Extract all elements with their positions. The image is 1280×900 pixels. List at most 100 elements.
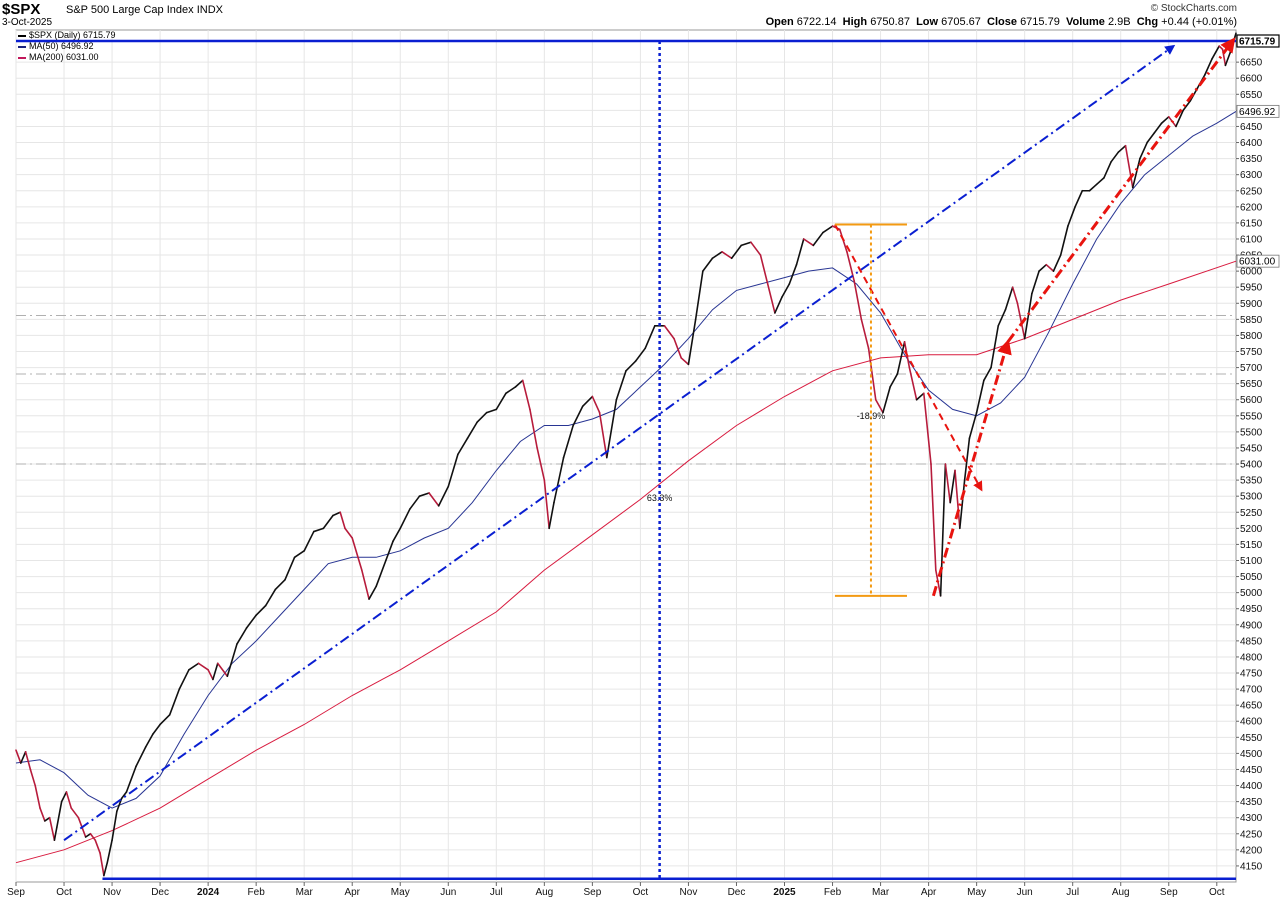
price-segment [750, 241, 762, 256]
price-segment [949, 469, 956, 504]
red-trend-arrow [1006, 37, 1236, 343]
price-segment [874, 398, 884, 414]
y-tick-label: 6000 [1240, 267, 1263, 278]
blue-trend-arrow [63, 44, 1176, 842]
price-segment [598, 411, 608, 459]
price-segment [53, 826, 58, 842]
price-segment [788, 263, 798, 285]
x-tick-label: Oct [633, 887, 649, 898]
x-tick-label: Sep [1160, 887, 1178, 898]
price-segment [351, 537, 363, 571]
price-segment [529, 408, 538, 449]
price-segment [152, 723, 161, 735]
price-segment [759, 254, 769, 285]
x-tick-label: Mar [296, 887, 314, 898]
price-segment [963, 437, 971, 481]
y-tick-label: 4700 [1240, 685, 1263, 696]
x-tick-label: Aug [1112, 887, 1130, 898]
x-tick-label: Nov [680, 887, 698, 898]
y-tick-label: 4350 [1240, 797, 1263, 808]
price-segment [536, 447, 546, 481]
annotation-labels: 63.3% -18.9% [647, 411, 885, 503]
price-segment [106, 839, 113, 864]
price-segment [1067, 206, 1076, 227]
price-segment [212, 662, 219, 681]
y-tick-label: 4550 [1240, 733, 1263, 744]
chart-grid [15, 29, 1237, 883]
y-tick-label: 4400 [1240, 781, 1263, 792]
y-tick-label: 5750 [1240, 347, 1263, 358]
y-tick-label: 4600 [1240, 717, 1263, 728]
ohlc-readout: Open 6722.14 High 6750.87 Low 6705.67 Cl… [765, 16, 1237, 28]
price-segment [409, 495, 421, 510]
price-segment [485, 408, 498, 414]
price-segment [1153, 122, 1163, 134]
price-segment [29, 768, 37, 787]
x-tick-label: Apr [921, 887, 937, 898]
y-tick-label: 5200 [1240, 524, 1263, 535]
y-tick-label: 6200 [1240, 202, 1263, 213]
price-segment [1059, 225, 1069, 256]
y-tick-label: 5950 [1240, 283, 1263, 294]
price-segment [572, 405, 584, 427]
y-tick-label: 5850 [1240, 315, 1263, 326]
y-tick-label: 4950 [1240, 604, 1263, 615]
legend-entry-ma200[interactable]: MA(200) 6031.00 [18, 52, 116, 63]
chart-annotations [16, 37, 1236, 881]
legend-entry-ma50[interactable]: MA(50) 6496.92 [18, 41, 116, 52]
price-segment [65, 791, 73, 809]
price-segment [896, 341, 906, 375]
brand-watermark[interactable]: © StockCharts.com [1150, 3, 1237, 14]
price-segment [1175, 109, 1184, 128]
price-segment [944, 463, 952, 504]
y-tick-label: 5650 [1240, 379, 1263, 390]
y-tick-label: 5550 [1240, 411, 1263, 422]
price-segment [562, 424, 574, 459]
chart-date: 3-Oct-2025 [2, 17, 53, 28]
price-segment [216, 662, 229, 678]
price-segment [135, 746, 147, 768]
x-tick-label: Feb [248, 887, 266, 898]
price-segment [812, 231, 824, 247]
price-segment [70, 807, 80, 819]
legend-entry-price[interactable]: $SPX (Daily) 6715.79 [18, 30, 116, 41]
y-tick-label: 6600 [1240, 74, 1263, 85]
price-segment [392, 527, 402, 543]
x-tick-label: Apr [344, 887, 360, 898]
price-segment [959, 479, 966, 530]
price-segment [274, 578, 286, 591]
price-segment [514, 379, 524, 388]
axis-value-tag [1236, 254, 1280, 268]
y-tick-label: 4850 [1240, 636, 1263, 647]
x-tick-label: Sep [7, 887, 25, 898]
price-segment [935, 569, 942, 597]
y-tick-label: 5300 [1240, 492, 1263, 503]
x-tick-label: Nov [103, 887, 121, 898]
price-segment [968, 411, 978, 440]
price-segment [48, 816, 56, 842]
price-segment [255, 604, 267, 616]
price-segment [521, 379, 531, 411]
x-tick-label: May [391, 887, 410, 898]
chart-symbol: $SPX [2, 1, 41, 18]
price-segment [34, 784, 41, 809]
y-tick-label: 6150 [1240, 218, 1263, 229]
price-segment [997, 308, 1007, 327]
axis-value-tag-text: 6715.79 [1239, 36, 1276, 47]
price-segment [505, 386, 517, 395]
price-segment [581, 395, 594, 407]
price-segment [84, 832, 92, 838]
price-segment [344, 527, 354, 539]
price-segment [694, 270, 704, 321]
price-segment [188, 662, 200, 671]
price-segment [39, 807, 46, 822]
price-segment [56, 800, 63, 829]
price-segment [673, 337, 683, 359]
price-segment [428, 492, 440, 507]
price-segment [644, 324, 656, 350]
y-tick-label: 5350 [1240, 476, 1263, 487]
y-tick-label: 6650 [1240, 58, 1263, 69]
price-segment [721, 251, 733, 260]
y-tick-label: 5700 [1240, 363, 1263, 374]
y-tick-label: 6100 [1240, 234, 1263, 245]
